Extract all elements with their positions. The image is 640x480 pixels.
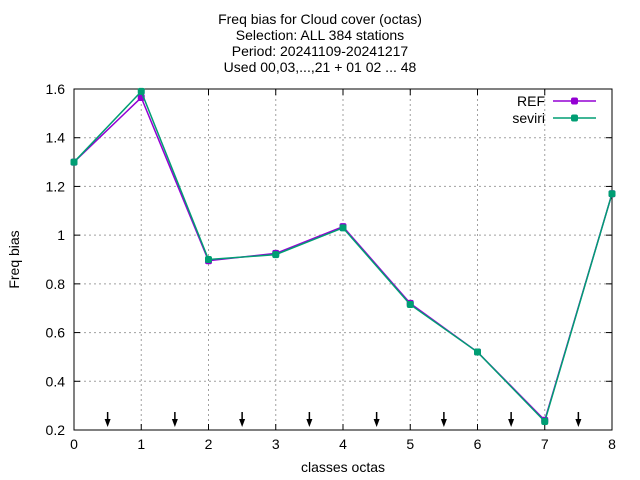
x-tick-label: 6 xyxy=(474,436,482,452)
data-point-seviri xyxy=(608,190,616,198)
arrow-head xyxy=(440,419,447,427)
class-boundary-arrows xyxy=(104,412,582,427)
x-tick-label: 2 xyxy=(205,436,213,452)
x-tick-label: 5 xyxy=(406,436,414,452)
arrow-head xyxy=(104,419,111,427)
chart-title-line-3: Period: 20241109-20241217 xyxy=(231,43,409,59)
data-point-seviri xyxy=(272,251,280,259)
grid-lines xyxy=(74,89,612,430)
x-tick-label: 0 xyxy=(70,436,78,452)
x-axis-label: classes octas xyxy=(301,459,385,475)
arrow-head xyxy=(306,419,313,427)
x-tick-label: 3 xyxy=(272,436,280,452)
data-point-seviri xyxy=(137,87,145,95)
legend-label-seviri: seviri xyxy=(512,110,545,126)
chart-title-line-4: Used 00,03,...,21 + 01 02 ... 48 xyxy=(223,59,417,75)
data-point-seviri xyxy=(205,256,212,263)
x-tick-label: 1 xyxy=(137,436,145,452)
legend-label-REF: REF xyxy=(517,93,545,109)
arrow-head xyxy=(508,419,515,427)
x-tick-label: 7 xyxy=(541,436,549,452)
data-point-seviri xyxy=(406,301,414,309)
y-tick-label: 1 xyxy=(57,227,65,243)
y-tick-label: 1.6 xyxy=(46,81,66,97)
x-tick-label: 8 xyxy=(608,436,616,452)
chart-title-line-1: Freq bias for Cloud cover (octas) xyxy=(218,11,422,27)
data-point-seviri xyxy=(70,158,78,166)
y-axis-label: Freq bias xyxy=(6,230,22,288)
chart-title-line-2: Selection: ALL 384 stations xyxy=(235,27,405,43)
y-tick-label: 0.2 xyxy=(46,422,66,438)
arrow-head xyxy=(575,419,582,427)
y-tick-label: 0.6 xyxy=(46,325,66,341)
legend-marker-REF xyxy=(571,97,578,105)
arrow-head xyxy=(239,419,246,427)
data-point-seviri xyxy=(474,348,481,356)
x-tick-label: 4 xyxy=(339,436,347,452)
axis-ticks: 0 1 2 3 4 5 6 7 8 0.2 0.4 0.6 0.8 1 1.2 1.4 1.6 xyxy=(46,81,617,452)
data-point-seviri xyxy=(541,417,549,425)
y-tick-label: 0.8 xyxy=(46,276,66,292)
series-lines xyxy=(70,87,616,425)
y-tick-label: 1.2 xyxy=(46,178,66,194)
arrow-head xyxy=(373,419,380,427)
legend-marker-seviri xyxy=(571,114,578,122)
y-tick-label: 1.4 xyxy=(46,130,66,146)
arrow-head xyxy=(171,419,178,427)
y-tick-label: 0.4 xyxy=(46,373,66,389)
data-point-seviri xyxy=(339,224,347,232)
